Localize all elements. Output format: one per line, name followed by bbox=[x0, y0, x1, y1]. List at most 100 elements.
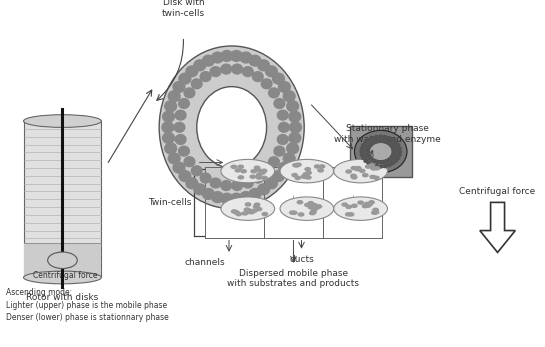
Ellipse shape bbox=[260, 171, 265, 174]
Ellipse shape bbox=[249, 211, 255, 214]
Ellipse shape bbox=[311, 211, 316, 214]
Ellipse shape bbox=[334, 159, 387, 183]
Ellipse shape bbox=[391, 155, 395, 158]
Ellipse shape bbox=[221, 197, 275, 220]
Ellipse shape bbox=[168, 91, 180, 102]
Ellipse shape bbox=[232, 181, 243, 191]
Ellipse shape bbox=[289, 133, 301, 143]
Ellipse shape bbox=[351, 174, 356, 177]
Ellipse shape bbox=[252, 209, 257, 212]
Ellipse shape bbox=[162, 122, 174, 133]
Polygon shape bbox=[480, 202, 516, 253]
Ellipse shape bbox=[397, 150, 402, 153]
Ellipse shape bbox=[221, 51, 233, 61]
Ellipse shape bbox=[168, 153, 180, 164]
Ellipse shape bbox=[210, 178, 221, 188]
Ellipse shape bbox=[360, 153, 365, 156]
Ellipse shape bbox=[369, 201, 374, 204]
Ellipse shape bbox=[232, 210, 237, 213]
Ellipse shape bbox=[366, 155, 371, 158]
Ellipse shape bbox=[294, 164, 299, 167]
Ellipse shape bbox=[249, 55, 261, 66]
Ellipse shape bbox=[379, 161, 383, 164]
Ellipse shape bbox=[306, 176, 311, 179]
Ellipse shape bbox=[186, 66, 198, 77]
Ellipse shape bbox=[262, 212, 268, 215]
Ellipse shape bbox=[334, 197, 387, 220]
Ellipse shape bbox=[373, 160, 377, 163]
Ellipse shape bbox=[261, 79, 272, 89]
Ellipse shape bbox=[382, 160, 386, 163]
Ellipse shape bbox=[159, 46, 304, 209]
Ellipse shape bbox=[352, 204, 357, 208]
Ellipse shape bbox=[221, 193, 233, 204]
Text: ducts: ducts bbox=[289, 255, 314, 264]
Text: Stationnary phase
with water and enzyme: Stationnary phase with water and enzyme bbox=[334, 124, 441, 144]
Ellipse shape bbox=[372, 211, 377, 214]
Ellipse shape bbox=[221, 159, 275, 183]
Ellipse shape bbox=[387, 158, 391, 161]
Ellipse shape bbox=[297, 201, 302, 204]
Ellipse shape bbox=[236, 212, 241, 215]
Ellipse shape bbox=[23, 115, 101, 127]
Ellipse shape bbox=[392, 150, 396, 153]
Text: Rotor with disks: Rotor with disks bbox=[26, 293, 99, 302]
Ellipse shape bbox=[194, 60, 205, 71]
Ellipse shape bbox=[296, 163, 301, 166]
Ellipse shape bbox=[371, 137, 375, 140]
Ellipse shape bbox=[366, 165, 371, 168]
Ellipse shape bbox=[256, 169, 261, 172]
Ellipse shape bbox=[235, 169, 240, 172]
Ellipse shape bbox=[184, 88, 195, 98]
Ellipse shape bbox=[253, 205, 259, 208]
Ellipse shape bbox=[292, 211, 297, 214]
Ellipse shape bbox=[255, 203, 260, 206]
Ellipse shape bbox=[396, 156, 399, 160]
Ellipse shape bbox=[299, 213, 304, 216]
Ellipse shape bbox=[197, 87, 267, 168]
Ellipse shape bbox=[362, 174, 368, 177]
Ellipse shape bbox=[283, 91, 295, 102]
Ellipse shape bbox=[256, 174, 262, 177]
Ellipse shape bbox=[272, 171, 284, 181]
Ellipse shape bbox=[391, 145, 395, 149]
Ellipse shape bbox=[342, 203, 347, 206]
Ellipse shape bbox=[265, 178, 277, 189]
Ellipse shape bbox=[240, 52, 252, 63]
Ellipse shape bbox=[354, 130, 407, 173]
Ellipse shape bbox=[387, 142, 391, 145]
Ellipse shape bbox=[368, 157, 372, 160]
Ellipse shape bbox=[311, 209, 317, 212]
Ellipse shape bbox=[362, 204, 368, 208]
Ellipse shape bbox=[194, 184, 205, 195]
Ellipse shape bbox=[369, 142, 392, 161]
Ellipse shape bbox=[371, 167, 376, 170]
Ellipse shape bbox=[258, 60, 269, 71]
Ellipse shape bbox=[308, 202, 313, 205]
Ellipse shape bbox=[246, 210, 251, 213]
Ellipse shape bbox=[368, 143, 372, 146]
Ellipse shape bbox=[221, 181, 232, 191]
Ellipse shape bbox=[256, 208, 262, 211]
Text: Centrifugal force: Centrifugal force bbox=[33, 271, 98, 280]
Ellipse shape bbox=[346, 205, 352, 209]
Ellipse shape bbox=[231, 51, 243, 61]
Ellipse shape bbox=[244, 208, 250, 211]
Ellipse shape bbox=[365, 204, 371, 207]
Ellipse shape bbox=[306, 171, 311, 174]
Ellipse shape bbox=[360, 169, 365, 172]
Ellipse shape bbox=[367, 162, 371, 165]
Ellipse shape bbox=[232, 64, 243, 74]
Ellipse shape bbox=[269, 157, 279, 167]
Bar bbox=[350, 126, 411, 177]
Text: Dispersed mobile phase
with substrates and products: Dispersed mobile phase with substrates a… bbox=[227, 269, 360, 288]
Ellipse shape bbox=[370, 142, 374, 145]
Ellipse shape bbox=[210, 67, 221, 77]
Ellipse shape bbox=[262, 176, 268, 179]
Text: Disk with
twin-cells: Disk with twin-cells bbox=[162, 0, 205, 18]
Ellipse shape bbox=[202, 55, 214, 66]
Ellipse shape bbox=[376, 160, 380, 163]
Ellipse shape bbox=[277, 135, 288, 144]
Ellipse shape bbox=[243, 178, 253, 188]
Ellipse shape bbox=[251, 170, 256, 173]
